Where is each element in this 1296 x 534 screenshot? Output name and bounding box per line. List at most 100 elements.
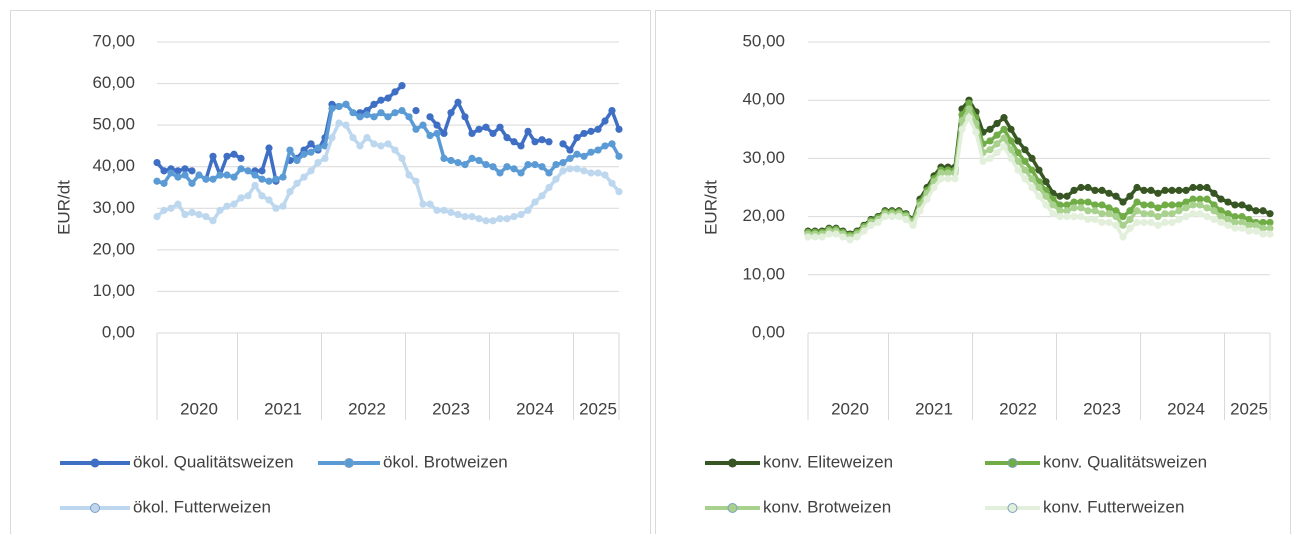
data-point	[1049, 210, 1057, 218]
data-point	[587, 169, 595, 177]
data-point	[363, 134, 371, 142]
data-point	[1070, 198, 1078, 206]
data-point	[1238, 224, 1246, 232]
data-point	[468, 213, 476, 221]
data-point	[1007, 125, 1015, 133]
data-point	[489, 129, 497, 138]
data-point	[447, 109, 455, 117]
data-point	[1154, 204, 1162, 212]
data-point	[993, 119, 1001, 128]
data-point	[986, 154, 994, 162]
data-point	[188, 179, 196, 187]
data-point	[489, 217, 497, 225]
data-point	[1168, 186, 1176, 195]
data-point	[384, 140, 392, 148]
data-point	[510, 138, 518, 146]
data-point	[1070, 213, 1078, 221]
data-point	[566, 165, 574, 173]
data-point	[1084, 207, 1092, 215]
data-point	[1196, 183, 1204, 192]
data-point	[1266, 230, 1274, 238]
y-tick-label: 20,00	[742, 206, 785, 225]
data-point	[307, 167, 315, 175]
legend-label: konv. Brotweizen	[763, 497, 891, 516]
data-point	[1098, 218, 1106, 227]
data-point	[342, 121, 350, 129]
data-point	[216, 206, 224, 214]
data-point	[489, 163, 497, 171]
data-point	[531, 138, 539, 146]
data-point	[615, 125, 623, 133]
data-point	[566, 146, 574, 154]
data-point	[1119, 198, 1127, 206]
data-point	[1154, 213, 1162, 221]
data-point	[482, 161, 490, 169]
x-tick-label: 2023	[1083, 399, 1121, 418]
data-point	[265, 177, 273, 185]
data-point	[923, 195, 931, 203]
data-point	[370, 100, 378, 108]
data-point	[1182, 198, 1190, 206]
data-point	[223, 152, 231, 160]
data-point	[1189, 201, 1197, 209]
data-point	[1224, 198, 1232, 206]
data-point	[1056, 213, 1064, 221]
legend-label: ökol. Qualitätsweizen	[133, 452, 294, 471]
data-point	[475, 125, 483, 133]
data-point	[1259, 230, 1267, 238]
data-point	[559, 158, 567, 167]
data-point	[986, 125, 994, 133]
data-point	[1091, 207, 1099, 215]
data-point	[1161, 210, 1169, 218]
data-point	[608, 106, 616, 115]
data-point	[1063, 192, 1071, 200]
data-point	[1168, 218, 1176, 227]
data-point	[461, 161, 469, 169]
data-point	[1070, 204, 1078, 212]
data-point	[419, 200, 427, 208]
data-point	[608, 179, 616, 187]
data-point	[188, 208, 196, 217]
data-point	[1154, 221, 1162, 229]
data-point	[349, 109, 357, 117]
legend-marker	[727, 503, 738, 513]
data-point	[412, 106, 420, 115]
data-point	[307, 140, 315, 148]
data-point	[559, 167, 567, 175]
data-point	[195, 171, 203, 179]
data-point	[1014, 157, 1022, 165]
data-point	[559, 140, 567, 148]
data-point	[468, 154, 476, 162]
data-point	[1126, 224, 1134, 232]
data-point	[412, 125, 420, 133]
data-point	[1238, 218, 1246, 227]
data-point	[1098, 186, 1106, 195]
data-point	[370, 140, 378, 148]
data-point	[1210, 215, 1218, 224]
data-point	[167, 169, 175, 177]
data-point	[160, 179, 168, 187]
data-point	[265, 144, 273, 152]
data-point	[300, 150, 308, 158]
data-point	[993, 140, 1001, 148]
data-point	[1140, 218, 1148, 227]
data-point	[258, 192, 266, 200]
data-point	[944, 175, 952, 183]
data-point	[496, 169, 504, 177]
data-point	[1175, 207, 1183, 215]
data-point	[1252, 227, 1260, 235]
data-point	[1007, 154, 1015, 162]
data-point	[1014, 137, 1022, 145]
data-point	[1259, 224, 1267, 232]
data-point	[846, 236, 854, 244]
data-point	[1182, 186, 1190, 195]
data-point	[475, 215, 483, 223]
legend-marker	[1007, 458, 1018, 468]
data-point	[426, 113, 434, 121]
y-tick-label: 0,00	[102, 322, 135, 341]
y-tick-label: 30,00	[742, 148, 785, 167]
data-point	[1203, 183, 1211, 192]
x-tick-label: 2022	[348, 399, 386, 418]
data-point	[1231, 201, 1239, 209]
